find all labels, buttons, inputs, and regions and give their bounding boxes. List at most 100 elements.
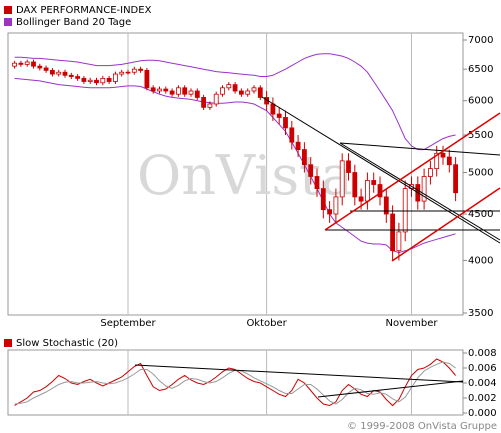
candle-body bbox=[232, 84, 238, 92]
candle-body bbox=[50, 70, 55, 75]
candle-body bbox=[346, 160, 351, 173]
y-tick-label: 0.002 bbox=[468, 393, 497, 404]
candle-body bbox=[194, 90, 200, 98]
candle-body bbox=[383, 196, 389, 215]
candle-body bbox=[402, 188, 408, 233]
candle-body bbox=[377, 184, 383, 198]
trend-line bbox=[324, 112, 501, 231]
y-tick-label: 0.006 bbox=[468, 363, 497, 374]
candle-body bbox=[207, 103, 213, 108]
y-tick-label: 0.004 bbox=[468, 378, 497, 389]
candle-body bbox=[364, 180, 370, 202]
candle-body bbox=[24, 61, 30, 65]
y-tick-label: 7000 bbox=[468, 35, 493, 46]
candle-body bbox=[188, 90, 194, 95]
candle-body bbox=[113, 73, 118, 82]
candle-body bbox=[144, 70, 150, 89]
candle-body bbox=[440, 152, 446, 158]
candle-body bbox=[295, 141, 301, 150]
candle-body bbox=[327, 209, 333, 215]
candle-body bbox=[352, 172, 358, 198]
candle-body bbox=[18, 62, 24, 65]
candle-body bbox=[163, 88, 169, 92]
candle-body bbox=[68, 74, 74, 77]
candle-body bbox=[100, 77, 106, 84]
legend-label: Bollinger Band 20 Tage bbox=[16, 17, 131, 28]
candle-body bbox=[213, 93, 219, 105]
candle-body bbox=[314, 176, 320, 189]
candle-body bbox=[453, 164, 459, 194]
candle-body bbox=[201, 97, 207, 108]
candle-body bbox=[12, 62, 18, 67]
candle-body bbox=[138, 68, 144, 71]
candle-body bbox=[358, 196, 364, 202]
candle-body bbox=[226, 84, 232, 89]
candle-body bbox=[220, 87, 225, 95]
candle-body bbox=[150, 87, 156, 92]
x-tick-label: September bbox=[100, 318, 156, 329]
candle-body bbox=[238, 90, 244, 95]
trend-lines bbox=[134, 96, 501, 398]
candle-body bbox=[421, 176, 427, 202]
candle-body bbox=[270, 103, 276, 115]
candle-body bbox=[276, 113, 282, 118]
candle-body bbox=[125, 71, 131, 74]
legend-swatch bbox=[4, 6, 12, 14]
candle-body bbox=[289, 127, 295, 143]
y-tick-label: 5500 bbox=[468, 130, 493, 141]
candle-body bbox=[427, 168, 433, 177]
legend-swatch bbox=[4, 18, 12, 26]
legend-swatch bbox=[4, 339, 12, 347]
candle-body bbox=[245, 90, 251, 95]
candle-body bbox=[157, 88, 162, 92]
y-tick-label: 4000 bbox=[468, 255, 493, 266]
candle-body bbox=[62, 71, 68, 76]
candle-body bbox=[169, 90, 175, 95]
watermark: OnVista bbox=[137, 144, 353, 207]
candle-body bbox=[56, 71, 62, 75]
copyright: © 1999-2008 OnVista Gruppe bbox=[347, 421, 497, 432]
candle-body bbox=[175, 87, 181, 95]
trend-line bbox=[339, 142, 501, 241]
candle-body bbox=[283, 117, 288, 129]
candle-body bbox=[390, 213, 396, 252]
candle-body bbox=[257, 87, 263, 98]
candle-body bbox=[251, 87, 257, 92]
candle-body bbox=[81, 77, 87, 82]
candle-body bbox=[396, 231, 402, 252]
line bbox=[14, 358, 456, 407]
candle-body bbox=[75, 76, 80, 79]
candle-body bbox=[434, 152, 440, 170]
candle-body bbox=[31, 61, 36, 67]
candle-body bbox=[308, 164, 314, 177]
x-tick-label: November bbox=[385, 318, 438, 329]
trend-line bbox=[391, 187, 501, 262]
y-tick-label: 0.000 bbox=[468, 408, 497, 419]
y-tick-label: 6000 bbox=[468, 96, 493, 107]
candle-body bbox=[320, 188, 326, 211]
candle-body bbox=[339, 160, 345, 198]
candle-body bbox=[106, 77, 112, 82]
line bbox=[14, 77, 456, 254]
trend-line bbox=[134, 364, 464, 383]
candle-body bbox=[333, 196, 339, 215]
candle-body bbox=[131, 68, 137, 73]
candle-body bbox=[371, 180, 377, 185]
candle-body bbox=[43, 67, 49, 71]
candle-body bbox=[37, 65, 43, 69]
candle-body bbox=[94, 79, 99, 84]
candle-body bbox=[446, 156, 452, 166]
legend-label: DAX PERFORMANCE-INDEX bbox=[16, 5, 152, 16]
candle-body bbox=[182, 87, 188, 95]
trend-line bbox=[339, 142, 501, 156]
candle-body bbox=[301, 149, 307, 166]
candle-body bbox=[119, 71, 125, 75]
candle-body bbox=[87, 79, 93, 82]
y-tick-label: 5000 bbox=[468, 168, 493, 179]
legend-label: Slow Stochastic (20) bbox=[16, 338, 118, 349]
trend-line bbox=[261, 96, 501, 244]
y-tick-label: 4500 bbox=[468, 209, 493, 220]
x-tick-label: Oktober bbox=[246, 318, 287, 329]
y-tick-label: 6500 bbox=[468, 64, 493, 75]
